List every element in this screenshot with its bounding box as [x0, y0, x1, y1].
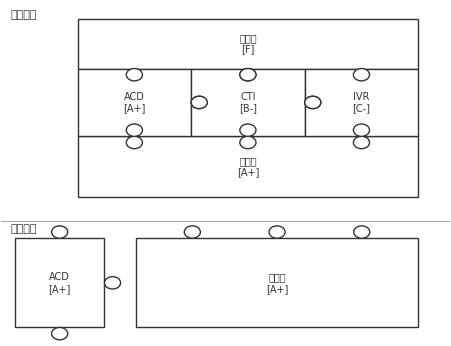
- Circle shape: [354, 226, 370, 238]
- Circle shape: [240, 124, 256, 136]
- Circle shape: [184, 226, 200, 238]
- Text: IVR
[C-]: IVR [C-]: [353, 92, 370, 113]
- Bar: [78, 136, 418, 197]
- Bar: [15, 238, 105, 327]
- Text: 生产后：: 生产后：: [10, 225, 37, 235]
- Circle shape: [269, 226, 285, 238]
- Circle shape: [305, 96, 321, 109]
- Circle shape: [51, 226, 68, 238]
- Circle shape: [240, 69, 256, 81]
- Circle shape: [354, 124, 369, 136]
- Text: 生产前：: 生产前：: [10, 10, 37, 20]
- Text: 交换层
[A+]: 交换层 [A+]: [237, 156, 259, 177]
- Circle shape: [191, 96, 207, 109]
- Text: ACD
[A+]: ACD [A+]: [48, 272, 71, 294]
- Circle shape: [240, 69, 256, 81]
- Circle shape: [354, 136, 369, 149]
- Bar: [136, 238, 418, 327]
- Text: ACD
[A+]: ACD [A+]: [123, 92, 146, 113]
- Circle shape: [126, 69, 143, 81]
- Text: 交换层
[A+]: 交换层 [A+]: [266, 272, 288, 294]
- Circle shape: [105, 277, 120, 289]
- Circle shape: [51, 327, 68, 340]
- Circle shape: [126, 124, 143, 136]
- Circle shape: [305, 96, 321, 109]
- Bar: [191, 69, 305, 136]
- Bar: [78, 69, 191, 136]
- Text: CTI
[B-]: CTI [B-]: [239, 92, 257, 113]
- Bar: [78, 19, 418, 69]
- Text: 应用层
[F]: 应用层 [F]: [239, 33, 257, 54]
- Bar: [305, 69, 418, 136]
- Circle shape: [126, 136, 143, 149]
- Circle shape: [240, 136, 256, 149]
- Circle shape: [354, 69, 369, 81]
- Circle shape: [191, 96, 207, 109]
